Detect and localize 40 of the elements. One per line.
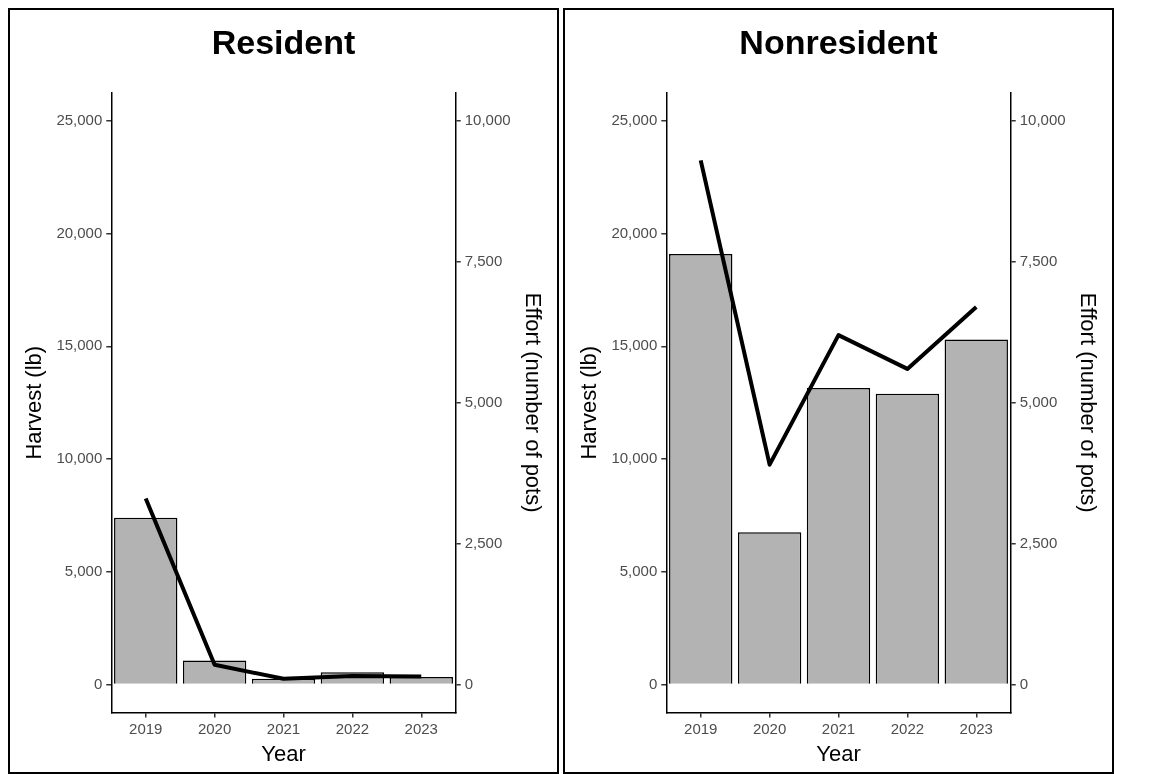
x-tick-label: 2023 — [404, 719, 438, 737]
y2-tick-label: 0 — [464, 674, 474, 692]
y2-tick-label: 5,000 — [464, 392, 503, 410]
y-tick-label: 5,000 — [619, 561, 658, 579]
x-tick-label: 2021 — [821, 719, 856, 737]
x-tick-label: 2021 — [266, 719, 301, 737]
x-tick-label: 2023 — [959, 719, 993, 737]
x-axis-title: Year — [261, 740, 306, 766]
y-tick-label: 20,000 — [56, 223, 103, 241]
y2-tick-label: 2,500 — [1019, 533, 1058, 551]
y-tick-label: 5,000 — [64, 561, 103, 579]
y-tick-label: 0 — [648, 674, 658, 692]
y2-tick-label: 7,500 — [464, 251, 503, 269]
x-axis-title: Year — [816, 740, 861, 766]
x-tick-label: 2022 — [890, 719, 925, 737]
y-tick-label: 15,000 — [611, 336, 658, 354]
y2-tick-label: 2,500 — [464, 533, 503, 551]
y2-tick-label: 7,500 — [1019, 251, 1058, 269]
x-tick-label: 2022 — [335, 719, 370, 737]
y-tick-label: 25,000 — [56, 111, 103, 129]
y2-axis-title: Effort (number of pots) — [1075, 292, 1101, 513]
y2-tick-label: 0 — [1019, 674, 1029, 692]
y-tick-label: 10,000 — [56, 449, 103, 467]
y2-tick-label: 5,000 — [1019, 392, 1058, 410]
y-axis-title: Harvest (lb) — [576, 345, 602, 460]
x-tick-label: 2019 — [129, 719, 163, 737]
y-axis-title: Harvest (lb) — [21, 345, 47, 460]
chart-title: Resident — [211, 22, 356, 61]
x-tick-label: 2019 — [684, 719, 718, 737]
x-tick-label: 2020 — [197, 719, 232, 737]
y2-tick-label: 10,000 — [1019, 111, 1066, 129]
y-tick-label: 10,000 — [611, 449, 658, 467]
y-tick-label: 20,000 — [611, 223, 658, 241]
y2-axis-title: Effort (number of pots) — [520, 292, 546, 513]
y2-tick-label: 10,000 — [464, 111, 511, 129]
y-tick-label: 0 — [93, 674, 103, 692]
x-tick-label: 2020 — [752, 719, 787, 737]
y-tick-label: 25,000 — [611, 111, 658, 129]
y-tick-label: 15,000 — [56, 336, 103, 354]
chart-title: Nonresident — [739, 22, 938, 61]
